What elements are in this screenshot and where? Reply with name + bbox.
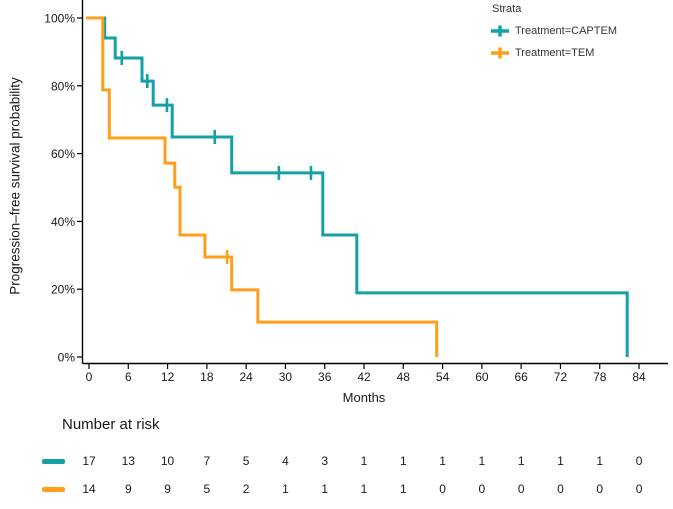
x-tick-label: 66	[514, 370, 528, 384]
x-tick-label: 36	[318, 370, 332, 384]
y-tick-label: 20%	[51, 283, 75, 297]
plus-marker-icon	[491, 25, 509, 37]
risk-count: 1	[360, 482, 368, 496]
risk-count: 1	[399, 482, 407, 496]
x-tick-label: 48	[397, 370, 411, 384]
x-tick-label: 24	[239, 370, 253, 384]
risk-count: 5	[242, 454, 250, 468]
risk-count: 1	[282, 482, 289, 496]
risk-count: 9	[164, 482, 171, 496]
risk-count: 0	[439, 482, 446, 496]
risk-table-title: Number at risk	[62, 416, 160, 433]
x-tick-label: 0	[86, 370, 93, 384]
risk-count: 3	[321, 454, 329, 468]
risk-count: 0	[478, 482, 486, 496]
x-tick-label: 30	[279, 370, 293, 384]
x-tick-label: 78	[593, 370, 607, 384]
risk-count: 1	[596, 454, 604, 468]
x-tick-label: 6	[125, 370, 132, 384]
survival-curve-captem	[86, 16, 629, 357]
y-tick-label: 80%	[51, 79, 75, 93]
y-axis-title: Progression–free survival probability	[7, 77, 23, 295]
risk-count: 17	[82, 454, 96, 468]
risk-count: 13	[121, 454, 135, 468]
risk-count: 1	[517, 454, 525, 468]
y-tick-label: 40%	[51, 215, 75, 229]
risk-count: 0	[596, 482, 604, 496]
risk-row-marker-captem	[42, 458, 65, 464]
risk-count: 1	[399, 454, 407, 468]
legend: Strata Treatment=CAPTEM Treatment=TEM	[490, 3, 617, 64]
x-tick-label: 84	[632, 370, 646, 384]
y-tick-label: 60%	[51, 147, 75, 161]
risk-count: 0	[517, 482, 525, 496]
risk-count: 7	[203, 454, 211, 468]
x-tick-label: 12	[161, 370, 175, 384]
y-tick-label: 100%	[44, 12, 75, 26]
x-axis-title: Months	[342, 390, 386, 405]
risk-count: 0	[635, 482, 643, 496]
x-tick-label: 72	[554, 370, 568, 384]
x-tick-label: 18	[200, 370, 214, 384]
y-tick-label: 0%	[58, 351, 76, 365]
legend-label-captem: Treatment=CAPTEM	[515, 25, 617, 37]
risk-count: 0	[557, 482, 564, 496]
legend-item-tem: Treatment=TEM	[490, 42, 617, 64]
x-tick-label: 42	[357, 370, 371, 384]
risk-row-marker-tem	[42, 486, 65, 492]
risk-count: 9	[124, 482, 132, 496]
risk-count: 10	[160, 454, 175, 468]
legend-title: Strata	[492, 3, 522, 15]
risk-count: 1	[360, 454, 368, 468]
plus-marker-icon	[491, 47, 509, 59]
risk-count: 1	[321, 482, 329, 496]
risk-count: 14	[82, 482, 96, 496]
survival-curve-tem	[86, 16, 439, 357]
risk-count: 1	[478, 454, 486, 468]
x-tick-label: 54	[436, 370, 450, 384]
risk-count: 1	[557, 454, 564, 468]
legend-item-captem: Treatment=CAPTEM	[490, 20, 617, 42]
risk-count: 0	[635, 454, 643, 468]
x-tick-label: 60	[475, 370, 489, 384]
risk-count: 5	[203, 482, 211, 496]
legend-label-tem: Treatment=TEM	[515, 47, 595, 59]
risk-count: 2	[242, 482, 250, 496]
survival-plot: 0 6 12 18 24 30 36 42 48 54 60 66 72 78 84 0% 20% 40% 60% 8…	[44, 0, 668, 384]
risk-count: 1	[439, 454, 446, 468]
risk-count: 4	[282, 454, 289, 468]
